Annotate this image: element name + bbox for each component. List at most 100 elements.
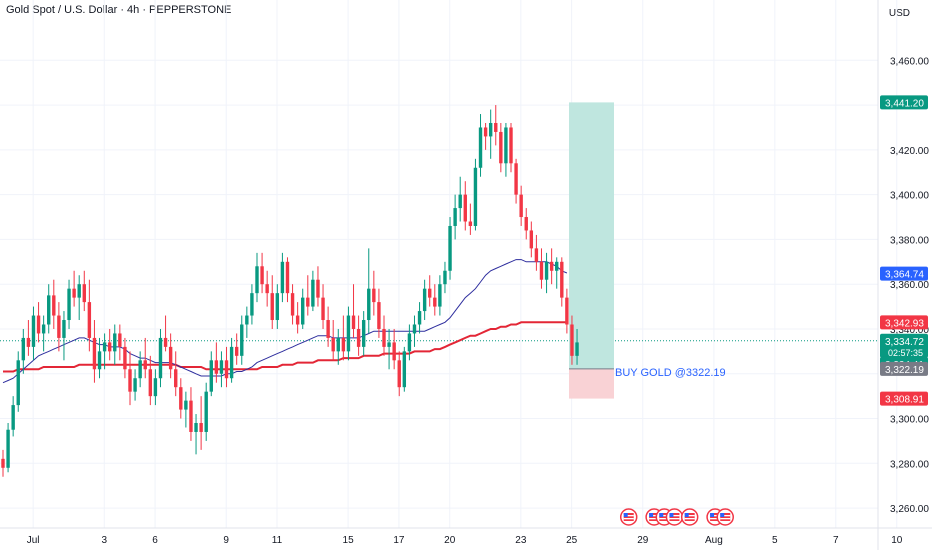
candle-body — [41, 324, 46, 334]
candle — [539, 248, 544, 289]
candle — [194, 414, 198, 455]
candle-body — [372, 288, 376, 303]
candle-body — [102, 342, 107, 352]
candle — [280, 252, 285, 303]
candle-body — [11, 405, 15, 430]
candle-body — [97, 351, 102, 370]
candle — [240, 315, 244, 365]
candle-body — [57, 315, 61, 338]
y-tick-label: 3,340.00 — [890, 325, 929, 336]
candle-body — [428, 288, 432, 298]
x-tick-label: 11 — [272, 535, 283, 546]
candle — [67, 279, 71, 329]
candle — [504, 122, 508, 177]
us-flag-icon[interactable] — [716, 508, 734, 526]
candle — [148, 355, 153, 406]
candle — [463, 181, 467, 231]
ma-slow-line — [3, 321, 567, 373]
candle — [6, 423, 10, 473]
candle-body — [565, 297, 569, 325]
candle-body — [412, 324, 417, 334]
y-tick-label: 3,380.00 — [890, 235, 929, 246]
flag-stripe — [710, 515, 721, 517]
price-tag-label: 3,322.19 — [885, 365, 924, 376]
candle — [555, 257, 559, 289]
candle-body — [21, 337, 26, 361]
candle-body — [123, 346, 127, 370]
candle-body — [438, 284, 442, 307]
candle-body — [483, 127, 488, 137]
candle-body — [463, 194, 467, 222]
candle — [387, 328, 391, 370]
candle-body — [336, 337, 340, 352]
flag-stripe — [669, 518, 680, 520]
candle-body — [275, 293, 280, 321]
loss-zone — [569, 368, 614, 399]
candle — [483, 122, 488, 150]
flag-stripe — [669, 515, 680, 517]
candle — [397, 351, 401, 397]
candle-body — [92, 337, 97, 370]
candle — [488, 109, 493, 159]
flag-canton — [720, 513, 725, 517]
candle-body — [67, 288, 71, 321]
candle-body — [306, 297, 310, 307]
candle — [382, 315, 386, 356]
candle — [82, 270, 86, 312]
candle — [407, 324, 412, 361]
candle — [478, 114, 483, 177]
candle-body — [16, 360, 20, 406]
us-flag-icon[interactable] — [619, 508, 638, 526]
candle-body — [331, 337, 335, 352]
currency-selector[interactable]: USD — [888, 8, 910, 19]
candle — [275, 284, 280, 329]
candle-body — [341, 337, 346, 352]
candle — [184, 391, 188, 428]
candle — [448, 217, 452, 280]
candle-body — [351, 315, 356, 329]
flag-stripe — [710, 518, 721, 520]
x-tick-label: 17 — [393, 535, 405, 546]
us-flag-icon[interactable] — [665, 508, 684, 526]
candle-body — [402, 351, 407, 388]
candle — [438, 275, 442, 316]
candle — [285, 257, 290, 303]
price-tag-label: 3,334.72 — [885, 337, 924, 348]
candle-body — [448, 225, 452, 271]
candle — [143, 337, 147, 379]
candle — [295, 302, 300, 334]
candle-body — [468, 221, 473, 226]
x-tick-label: Jul — [27, 535, 40, 546]
us-flag-icon[interactable] — [680, 508, 699, 526]
candle-body — [382, 328, 386, 347]
candle-body — [529, 230, 534, 249]
candle — [36, 302, 41, 343]
price-tag-bg — [880, 315, 928, 330]
candle — [290, 284, 295, 325]
candle-body — [229, 346, 234, 379]
x-tick-label: 6 — [152, 535, 158, 546]
candle — [351, 284, 356, 338]
candle — [433, 284, 437, 316]
position-zones[interactable]: BUY GOLD @3322.19 — [569, 102, 726, 399]
y-tick-label: 3,460.00 — [890, 56, 929, 67]
price-tag-label: 3,342.93 — [885, 318, 924, 329]
candle-body — [194, 423, 198, 432]
candle-body — [260, 266, 264, 285]
price-tag-bg — [880, 95, 928, 110]
candle — [133, 369, 137, 401]
y-tick-label: 3,280.00 — [890, 459, 929, 470]
candle — [199, 396, 203, 450]
event-icons[interactable] — [619, 508, 734, 526]
flag-stripes — [669, 513, 680, 521]
candle — [529, 221, 534, 258]
candle-body — [52, 295, 56, 316]
candle-body — [392, 342, 396, 361]
candle — [229, 337, 234, 383]
price-tag-label: 3,308.91 — [885, 395, 924, 406]
candle-body — [158, 337, 163, 379]
price-tag: 3,308.91 — [880, 391, 928, 406]
candle — [92, 320, 97, 383]
